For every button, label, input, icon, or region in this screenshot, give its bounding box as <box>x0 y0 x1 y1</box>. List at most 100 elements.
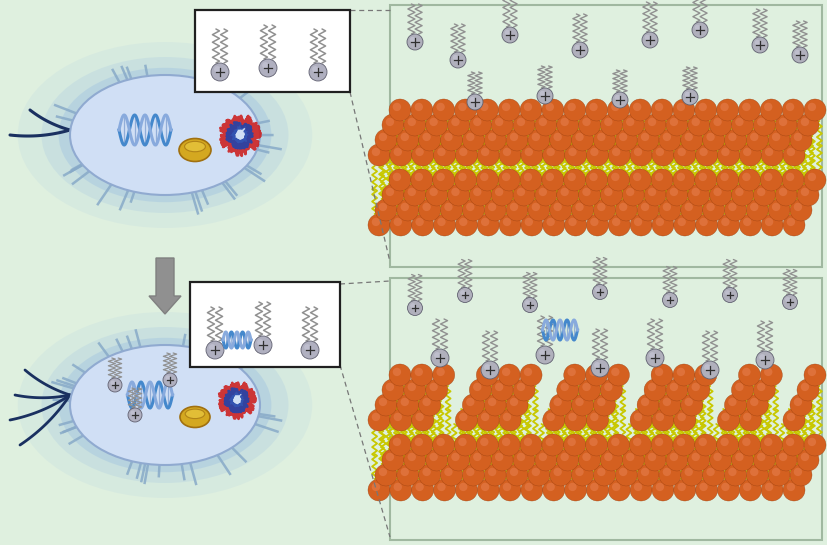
Circle shape <box>674 214 696 236</box>
Circle shape <box>699 173 707 181</box>
Circle shape <box>368 144 390 166</box>
Circle shape <box>481 148 490 156</box>
Circle shape <box>523 438 532 446</box>
Circle shape <box>557 114 579 136</box>
Circle shape <box>630 144 653 166</box>
Circle shape <box>426 114 447 136</box>
Circle shape <box>594 394 615 416</box>
Circle shape <box>385 118 394 126</box>
Circle shape <box>735 453 743 461</box>
Circle shape <box>804 434 826 456</box>
Circle shape <box>706 203 715 211</box>
Circle shape <box>717 169 739 191</box>
Circle shape <box>372 413 380 421</box>
Circle shape <box>731 449 753 471</box>
Circle shape <box>389 99 411 121</box>
Circle shape <box>590 173 598 181</box>
Circle shape <box>724 464 747 486</box>
Circle shape <box>499 409 521 431</box>
Circle shape <box>582 453 590 461</box>
Circle shape <box>651 99 673 121</box>
Circle shape <box>499 214 521 236</box>
Circle shape <box>699 438 707 446</box>
Circle shape <box>703 464 724 486</box>
Circle shape <box>721 413 729 421</box>
Circle shape <box>579 114 600 136</box>
Circle shape <box>586 479 609 501</box>
Circle shape <box>786 173 794 181</box>
Circle shape <box>382 114 404 136</box>
Circle shape <box>688 184 710 206</box>
Circle shape <box>437 218 446 226</box>
Circle shape <box>600 184 623 206</box>
Circle shape <box>404 449 426 471</box>
Circle shape <box>509 203 519 211</box>
Circle shape <box>801 383 809 391</box>
Circle shape <box>670 453 678 461</box>
Circle shape <box>622 184 644 206</box>
Circle shape <box>437 483 446 491</box>
Circle shape <box>607 169 629 191</box>
Circle shape <box>553 133 562 141</box>
Circle shape <box>648 187 656 196</box>
Circle shape <box>691 187 700 196</box>
Circle shape <box>750 398 758 406</box>
Circle shape <box>783 214 805 236</box>
Circle shape <box>641 203 649 211</box>
Circle shape <box>685 468 693 476</box>
Circle shape <box>760 99 782 121</box>
Circle shape <box>564 434 586 456</box>
Circle shape <box>637 394 659 416</box>
Circle shape <box>685 133 693 141</box>
Circle shape <box>547 483 555 491</box>
Circle shape <box>535 449 557 471</box>
Circle shape <box>477 409 500 431</box>
Circle shape <box>665 295 671 300</box>
Circle shape <box>480 438 489 446</box>
Circle shape <box>433 434 455 456</box>
Circle shape <box>592 284 608 300</box>
Circle shape <box>801 118 809 126</box>
Circle shape <box>724 129 747 151</box>
Circle shape <box>651 169 673 191</box>
Circle shape <box>214 66 221 72</box>
Circle shape <box>646 349 664 367</box>
Circle shape <box>591 359 609 377</box>
Circle shape <box>408 118 416 126</box>
Circle shape <box>389 364 411 386</box>
Circle shape <box>612 148 620 156</box>
Circle shape <box>368 479 390 501</box>
Circle shape <box>535 114 557 136</box>
Circle shape <box>372 218 380 226</box>
Circle shape <box>729 203 737 211</box>
Circle shape <box>696 144 718 166</box>
Circle shape <box>520 99 542 121</box>
Circle shape <box>262 62 269 69</box>
Circle shape <box>761 479 783 501</box>
Circle shape <box>677 483 686 491</box>
Circle shape <box>553 468 562 476</box>
Circle shape <box>586 214 609 236</box>
Circle shape <box>764 368 772 376</box>
Circle shape <box>729 133 737 141</box>
Circle shape <box>561 453 569 461</box>
Circle shape <box>673 99 695 121</box>
Circle shape <box>452 187 460 196</box>
Circle shape <box>637 464 659 486</box>
Circle shape <box>717 434 739 456</box>
Circle shape <box>397 394 418 416</box>
Circle shape <box>642 32 658 48</box>
Circle shape <box>656 483 664 491</box>
Circle shape <box>444 468 452 476</box>
Circle shape <box>609 214 630 236</box>
Circle shape <box>742 173 751 181</box>
Circle shape <box>677 413 686 421</box>
Circle shape <box>794 203 802 211</box>
Circle shape <box>393 438 401 446</box>
Circle shape <box>459 148 467 156</box>
Circle shape <box>739 479 762 501</box>
Circle shape <box>455 434 476 456</box>
Circle shape <box>742 368 751 376</box>
Circle shape <box>509 398 519 406</box>
Circle shape <box>400 398 409 406</box>
